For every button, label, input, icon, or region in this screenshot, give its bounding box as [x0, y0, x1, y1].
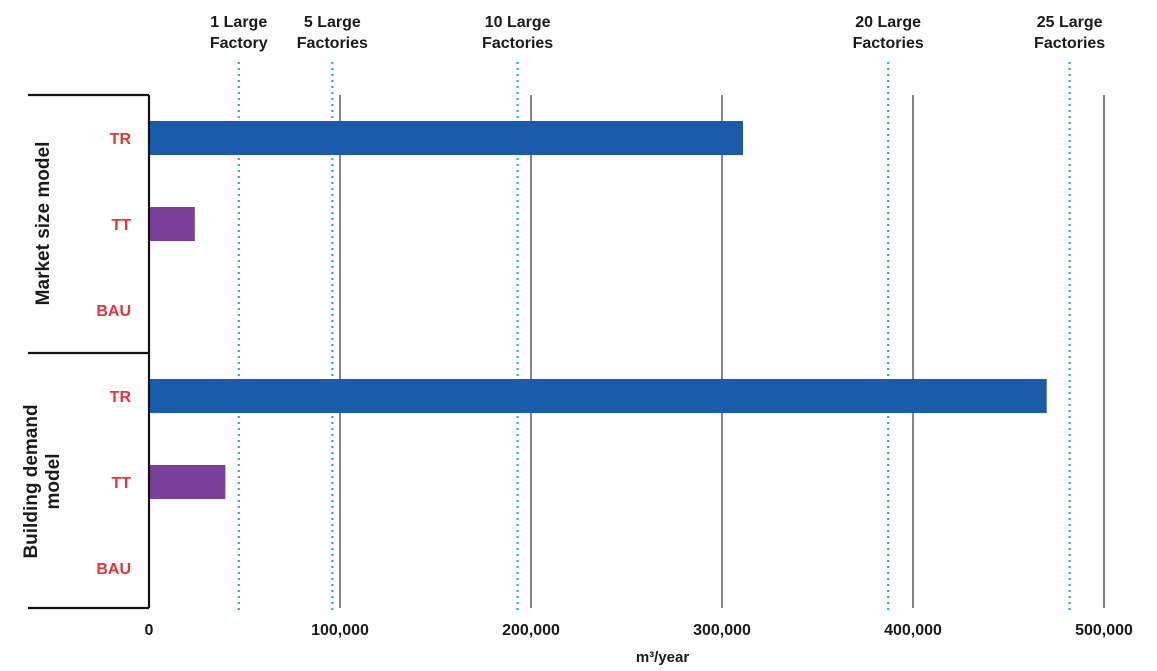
- bar-building-demand-model-tr: [149, 379, 1047, 413]
- category-label: TT: [111, 475, 131, 492]
- category-label: TR: [110, 389, 132, 406]
- labels: 0 100,000 200,000 300,000 400,000 500,000 1 La…: [21, 14, 1133, 639]
- axes: [28, 93, 151, 610]
- x-tick-label: 100,000: [311, 622, 369, 639]
- reference-line-label: 25 Large Factories: [1034, 14, 1105, 52]
- grid-lines: [339, 95, 1105, 608]
- group-label: Market size model: [33, 142, 54, 306]
- category-label: TR: [110, 131, 132, 148]
- category-label: TT: [111, 217, 131, 234]
- reference-line-label: 10 Large Factories: [482, 14, 553, 52]
- category-label: BAU: [96, 303, 131, 320]
- bar-market-size-model-tt: [149, 207, 195, 241]
- x-tick-label: 500,000: [1075, 622, 1133, 639]
- x-axis-title: m³/year: [636, 649, 690, 666]
- group-label: Building demandmodel: [21, 404, 64, 558]
- reference-line-label: 1 Large Factory: [210, 14, 268, 52]
- x-tick-label: 0: [145, 622, 154, 639]
- x-tick-label: 400,000: [884, 622, 942, 639]
- reference-line-label: 5 Large Factories: [297, 14, 368, 52]
- reference-line-label: 20 Large Factories: [853, 14, 924, 52]
- x-tick-label: 200,000: [502, 622, 560, 639]
- bar-market-size-model-tr: [149, 121, 744, 155]
- x-tick-label: 300,000: [693, 622, 751, 639]
- category-label: BAU: [96, 561, 131, 578]
- bars: [149, 121, 1047, 499]
- bar-building-demand-model-tt: [149, 465, 226, 499]
